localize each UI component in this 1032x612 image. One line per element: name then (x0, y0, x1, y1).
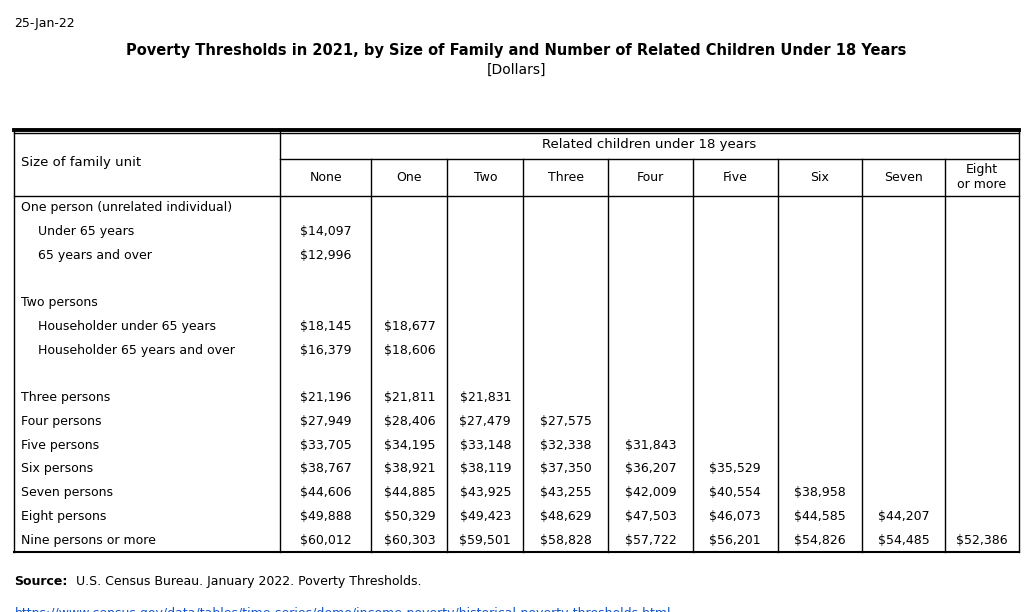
Text: Seven persons: Seven persons (21, 486, 112, 499)
Text: Poverty Thresholds in 2021, by Size of Family and Number of Related Children Und: Poverty Thresholds in 2021, by Size of F… (126, 43, 906, 58)
Text: Four persons: Four persons (21, 415, 101, 428)
Text: Five: Five (722, 171, 747, 184)
Text: $46,073: $46,073 (709, 510, 761, 523)
Text: $21,811: $21,811 (384, 391, 436, 404)
Text: $43,925: $43,925 (459, 486, 511, 499)
Text: [Dollars]: [Dollars] (486, 63, 546, 77)
Text: Householder under 65 years: Householder under 65 years (34, 320, 216, 333)
Text: Two persons: Two persons (21, 296, 97, 309)
Text: $57,722: $57,722 (624, 534, 676, 547)
Text: $34,195: $34,195 (384, 439, 436, 452)
Text: Three: Three (548, 171, 584, 184)
Text: Three persons: Three persons (21, 391, 109, 404)
Text: $59,501: $59,501 (459, 534, 511, 547)
Text: Size of family unit: Size of family unit (21, 156, 140, 170)
Text: Six persons: Six persons (21, 463, 93, 476)
Text: $52,386: $52,386 (956, 534, 1007, 547)
Text: $49,888: $49,888 (300, 510, 352, 523)
Text: $56,201: $56,201 (709, 534, 761, 547)
Text: $38,119: $38,119 (459, 463, 511, 476)
Text: One: One (396, 171, 422, 184)
Text: $40,554: $40,554 (709, 486, 761, 499)
Text: Two: Two (474, 171, 497, 184)
Text: $21,196: $21,196 (300, 391, 352, 404)
Text: $47,503: $47,503 (624, 510, 676, 523)
Text: $27,575: $27,575 (540, 415, 591, 428)
Text: $50,329: $50,329 (384, 510, 436, 523)
Text: $58,828: $58,828 (540, 534, 591, 547)
Text: $48,629: $48,629 (540, 510, 591, 523)
Text: Under 65 years: Under 65 years (34, 225, 134, 238)
Text: $21,831: $21,831 (459, 391, 511, 404)
Text: $60,303: $60,303 (384, 534, 436, 547)
Text: $18,145: $18,145 (300, 320, 352, 333)
Text: $60,012: $60,012 (300, 534, 352, 547)
Text: $32,338: $32,338 (540, 439, 591, 452)
Text: $43,255: $43,255 (540, 486, 591, 499)
Text: $27,949: $27,949 (300, 415, 352, 428)
Text: $38,767: $38,767 (300, 463, 352, 476)
Text: $37,350: $37,350 (540, 463, 591, 476)
Text: $54,826: $54,826 (795, 534, 846, 547)
Text: $33,148: $33,148 (459, 439, 511, 452)
Text: $18,677: $18,677 (384, 320, 436, 333)
Text: $31,843: $31,843 (624, 439, 676, 452)
Text: Nine persons or more: Nine persons or more (21, 534, 156, 547)
Text: $38,921: $38,921 (384, 463, 436, 476)
Text: Eight persons: Eight persons (21, 510, 106, 523)
Text: $35,529: $35,529 (709, 463, 761, 476)
Text: $54,485: $54,485 (878, 534, 930, 547)
Text: Four: Four (637, 171, 664, 184)
Text: $12,996: $12,996 (300, 248, 352, 262)
Text: One person (unrelated individual): One person (unrelated individual) (21, 201, 232, 214)
Text: $44,207: $44,207 (878, 510, 930, 523)
Text: Six: Six (810, 171, 830, 184)
Text: $28,406: $28,406 (384, 415, 436, 428)
Text: $16,379: $16,379 (300, 344, 352, 357)
Text: Seven: Seven (884, 171, 923, 184)
Text: Householder 65 years and over: Householder 65 years and over (34, 344, 235, 357)
Text: $42,009: $42,009 (624, 486, 676, 499)
Text: None: None (310, 171, 342, 184)
Text: $49,423: $49,423 (459, 510, 511, 523)
Text: Related children under 18 years: Related children under 18 years (542, 138, 756, 151)
Text: $33,705: $33,705 (300, 439, 352, 452)
Text: $44,585: $44,585 (794, 510, 846, 523)
Text: $44,885: $44,885 (384, 486, 436, 499)
Text: Five persons: Five persons (21, 439, 99, 452)
Text: U.S. Census Bureau. January 2022. Poverty Thresholds.: U.S. Census Bureau. January 2022. Povert… (72, 575, 422, 588)
Text: $44,606: $44,606 (300, 486, 352, 499)
Text: $38,958: $38,958 (794, 486, 846, 499)
Text: https://www.census.gov/data/tables/time-series/demo/income-poverty/historical-po: https://www.census.gov/data/tables/time-… (14, 607, 671, 612)
Text: 65 years and over: 65 years and over (34, 248, 152, 262)
Text: Source:: Source: (14, 575, 68, 588)
Text: 25-Jan-22: 25-Jan-22 (14, 17, 75, 30)
Text: $27,479: $27,479 (459, 415, 511, 428)
Text: $18,606: $18,606 (384, 344, 436, 357)
Text: Eight
or more: Eight or more (958, 163, 1006, 192)
Text: $14,097: $14,097 (300, 225, 352, 238)
Text: $36,207: $36,207 (624, 463, 676, 476)
